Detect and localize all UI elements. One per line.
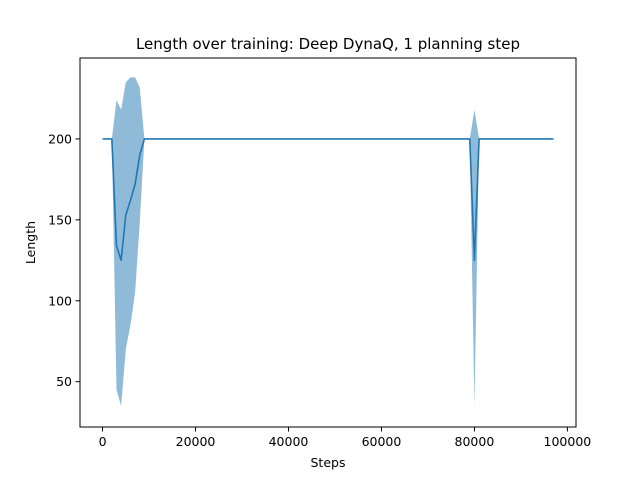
chart-title: Length over training: Deep DynaQ, 1 plan… <box>136 35 520 53</box>
x-tick-label: 80000 <box>455 434 495 449</box>
y-tick-label: 200 <box>48 131 72 146</box>
x-axis-label: Steps <box>311 455 346 470</box>
y-axis-label: Length <box>23 221 38 264</box>
x-axis: 0 20000 40000 60000 80000 100000 <box>99 427 592 449</box>
plot-area <box>102 77 554 406</box>
y-tick-label: 50 <box>56 374 72 389</box>
y-tick-label: 150 <box>48 212 72 227</box>
y-axis: 50 100 150 200 <box>48 131 80 389</box>
x-tick-label: 40000 <box>269 434 309 449</box>
x-tick-label: 60000 <box>362 434 402 449</box>
plot-frame <box>79 57 577 428</box>
x-tick-label: 0 <box>99 434 107 449</box>
y-tick-label: 100 <box>48 293 72 308</box>
x-tick-label: 100000 <box>544 434 592 449</box>
series-0-line <box>102 138 554 262</box>
x-tick-label: 20000 <box>176 434 216 449</box>
